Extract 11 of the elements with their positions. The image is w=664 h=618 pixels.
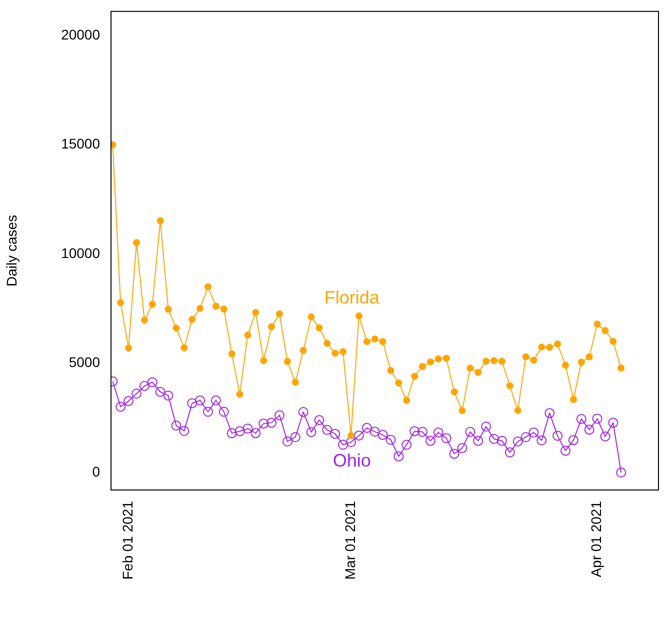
x-tick-label: Apr 01 2021	[588, 500, 604, 578]
x-tick-label: Mar 01 2021	[342, 500, 358, 580]
y-axis-title: Daily cases	[3, 214, 20, 286]
series-label: Florida	[324, 288, 380, 308]
series-label: Ohio	[332, 450, 371, 470]
y-tick-label: 5000	[68, 354, 100, 370]
x-tick-label: Feb 01 2021	[119, 500, 136, 580]
y-tick-label: 0	[92, 463, 100, 480]
y-tick-label: 10000	[61, 244, 100, 261]
y-tick-label: 20000	[61, 26, 100, 42]
y-tick-label: 15000	[61, 136, 100, 152]
